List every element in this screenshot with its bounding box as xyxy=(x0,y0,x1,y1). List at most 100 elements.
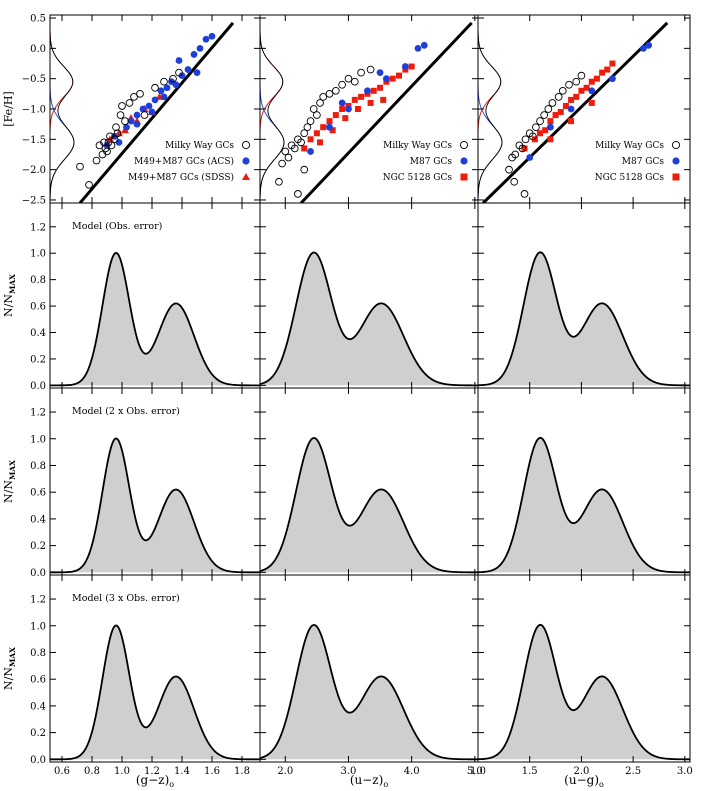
data-point-milky-way xyxy=(113,129,122,138)
y-tick-label: 0.6 xyxy=(30,302,46,313)
data-point-blue xyxy=(145,102,153,110)
x-tick-label: 1.2 xyxy=(144,766,160,777)
panel-0-1: Milky Way GCs M87 GCs NGC 5128 GCs xyxy=(259,14,479,204)
x-tick-label: 4.0 xyxy=(404,766,420,777)
y-axis-label-subscript: MAX xyxy=(8,647,17,667)
panel-0-0: Milky Way GCs M49+M87 GCs (ACS) M49+M87 GC… xyxy=(22,14,261,206)
x-axis-label-subscript: o xyxy=(169,780,174,789)
data-point-red xyxy=(599,69,606,76)
x-axis-label: (g−z)o xyxy=(136,773,174,789)
model-distribution-curve xyxy=(478,251,690,387)
model-distribution-curve xyxy=(50,624,260,761)
y-tick-label: 1.2 xyxy=(30,222,46,233)
y-tick-label: −2.5 xyxy=(22,195,46,206)
data-point-milky-way xyxy=(306,117,315,125)
model-distribution-curve xyxy=(260,251,478,387)
data-point-blue xyxy=(526,154,534,161)
y-tick-label: 0.8 xyxy=(30,275,46,286)
panel-plot-area xyxy=(478,436,690,574)
x-axis-label-subscript: o xyxy=(599,780,604,789)
data-point-milky-way xyxy=(175,68,183,77)
data-point-milky-way xyxy=(540,111,549,119)
model-distribution-curve xyxy=(260,437,478,574)
color-metallicity-relation xyxy=(299,21,473,203)
data-point-milky-way xyxy=(76,162,84,171)
legend-label: M49+M87 GCs (SDSS) xyxy=(128,172,234,183)
data-point-milky-way xyxy=(118,102,126,110)
data-point-blue xyxy=(175,57,183,64)
legend-marker-open-circle xyxy=(241,140,251,150)
legend-marker-red-square xyxy=(672,173,680,181)
x-tick-label: 1.0 xyxy=(470,766,486,777)
data-point-red xyxy=(408,63,415,70)
data-point-red xyxy=(568,118,575,125)
legend-label: Milky Way GCs xyxy=(595,141,664,151)
x-tick-label: 0.8 xyxy=(84,766,100,777)
y-tick-label: 0.4 xyxy=(30,514,46,525)
data-point-blue xyxy=(184,66,192,73)
panel-plot-area xyxy=(478,251,690,387)
data-point-milky-way xyxy=(366,65,375,74)
data-point-blue xyxy=(414,44,422,52)
y-axis-label-subscript: MAX xyxy=(8,274,17,294)
y-tick-label: 0.2 xyxy=(30,728,46,739)
data-point-blue xyxy=(157,87,165,95)
data-point-red xyxy=(389,75,396,82)
y-tick-label: 0.8 xyxy=(30,648,46,659)
data-point-blue xyxy=(307,148,314,155)
data-point-milky-way xyxy=(284,153,293,162)
data-point-blue xyxy=(190,51,198,58)
data-point-red xyxy=(380,96,387,103)
data-point-milky-way xyxy=(169,74,177,83)
total-curve xyxy=(260,15,285,203)
data-point-blue xyxy=(127,117,135,125)
y-tick-label: 0.4 xyxy=(30,328,46,339)
x-tick-label: 2.0 xyxy=(573,766,589,777)
data-point-milky-way xyxy=(290,144,299,153)
model-distribution-curve xyxy=(50,251,260,387)
y-tick-label: 0.6 xyxy=(30,488,46,499)
y-axis-label: N/NMAX xyxy=(2,274,17,317)
y-tick-label: 1.2 xyxy=(30,595,46,606)
data-point-red xyxy=(370,87,377,94)
data-point-milky-way xyxy=(319,93,328,101)
color-metallicity-relation xyxy=(78,21,235,203)
x-tick-label: 2.0 xyxy=(277,766,293,777)
y-tick-label: 0.0 xyxy=(30,44,46,55)
panel-frame xyxy=(477,574,691,763)
data-point-milky-way xyxy=(357,68,365,77)
data-point-milky-way xyxy=(505,165,513,174)
x-tick-label: 1.8 xyxy=(234,766,250,777)
data-point-blue xyxy=(364,87,371,95)
data-point-red xyxy=(339,106,346,112)
y-tick-label: 0.4 xyxy=(30,701,46,712)
data-point-milky-way xyxy=(85,180,93,189)
data-point-red xyxy=(609,60,616,67)
data-point-blue xyxy=(172,81,180,89)
legend-label: NGC 5128 GCs xyxy=(595,173,665,183)
data-point-red xyxy=(329,127,336,134)
y-tick-label: 0.6 xyxy=(30,675,46,686)
legend-label: M87 GCs xyxy=(622,157,665,167)
data-point-blue xyxy=(640,44,647,52)
data-point-red xyxy=(547,136,554,143)
data-point-milky-way xyxy=(528,132,537,141)
data-point-milky-way xyxy=(313,111,321,119)
data-point-milky-way xyxy=(303,123,312,132)
data-point-red xyxy=(588,99,595,106)
y-tick-label: 1.2 xyxy=(30,408,46,419)
legend-label: NGC 5128 GCs xyxy=(383,173,453,183)
data-point-milky-way xyxy=(510,177,519,186)
data-point-red xyxy=(578,87,585,94)
data-point-blue xyxy=(338,99,346,107)
data-point-red xyxy=(317,139,324,146)
data-point-red xyxy=(573,93,580,100)
data-point-blue xyxy=(401,63,409,70)
data-point-blue xyxy=(133,120,141,128)
data-point-milky-way xyxy=(103,147,111,156)
legend-label: M87 GCs xyxy=(410,157,453,167)
data-point-milky-way xyxy=(294,190,302,198)
data-point-red xyxy=(521,145,528,152)
legend-marker-open-circle xyxy=(459,140,469,150)
